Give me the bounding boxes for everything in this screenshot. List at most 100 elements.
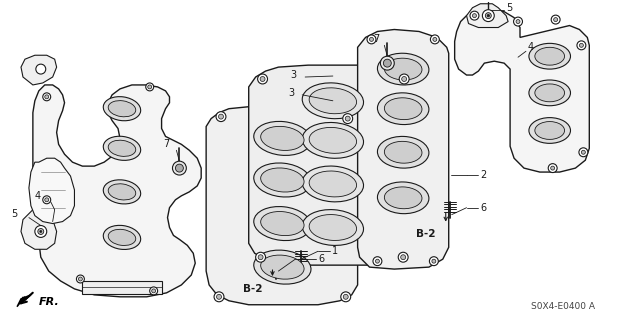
Circle shape [343,294,348,299]
Circle shape [401,255,406,260]
Circle shape [398,252,408,262]
Circle shape [340,292,351,302]
Circle shape [399,74,409,84]
Circle shape [483,10,494,22]
Circle shape [472,14,476,18]
Ellipse shape [385,98,422,120]
Ellipse shape [385,58,422,80]
Circle shape [40,231,42,233]
Text: B-2: B-2 [416,229,436,240]
Ellipse shape [103,136,141,160]
Ellipse shape [260,126,304,151]
Circle shape [146,83,154,91]
Circle shape [343,114,353,123]
Circle shape [45,95,49,99]
Ellipse shape [535,47,564,65]
Ellipse shape [309,171,356,197]
Circle shape [383,59,391,67]
Text: 7: 7 [373,34,380,44]
Ellipse shape [103,97,141,121]
Ellipse shape [302,166,364,202]
Circle shape [45,198,49,202]
Ellipse shape [529,43,570,69]
Circle shape [258,255,263,260]
Circle shape [38,228,44,234]
Ellipse shape [378,182,429,214]
Polygon shape [29,158,74,224]
Text: 6: 6 [318,254,324,264]
Text: 4: 4 [528,42,534,52]
Ellipse shape [108,229,136,246]
Text: B-2: B-2 [243,284,262,294]
Ellipse shape [302,210,364,245]
Ellipse shape [529,118,570,143]
Circle shape [35,226,47,237]
Polygon shape [467,4,508,27]
Circle shape [216,294,221,299]
Ellipse shape [302,122,364,158]
Ellipse shape [535,84,564,102]
Circle shape [487,14,490,17]
Circle shape [150,287,157,295]
Circle shape [218,114,223,119]
Circle shape [79,277,83,281]
Polygon shape [454,10,589,172]
Ellipse shape [309,215,356,241]
Circle shape [579,43,584,47]
Circle shape [433,37,437,41]
Circle shape [43,93,51,101]
Circle shape [579,148,588,157]
Ellipse shape [103,180,141,204]
Polygon shape [358,29,449,269]
Circle shape [376,259,380,263]
Text: 3: 3 [290,70,296,80]
Text: 6: 6 [481,203,486,213]
Polygon shape [33,85,201,297]
Ellipse shape [108,184,136,200]
Ellipse shape [385,141,422,163]
Ellipse shape [529,80,570,106]
Circle shape [516,19,520,24]
Ellipse shape [309,88,356,114]
Ellipse shape [254,122,311,155]
Circle shape [255,252,266,262]
Circle shape [485,13,492,19]
Text: 3: 3 [288,88,294,98]
Circle shape [369,37,374,41]
Ellipse shape [535,122,564,139]
Circle shape [216,112,226,122]
Circle shape [402,77,406,81]
Circle shape [148,85,152,89]
Polygon shape [17,295,31,307]
Text: 4: 4 [35,191,41,201]
Circle shape [172,161,186,175]
Circle shape [345,116,350,121]
Circle shape [548,164,557,173]
Polygon shape [206,107,358,305]
Ellipse shape [108,100,136,117]
Ellipse shape [385,187,422,209]
Circle shape [76,275,84,283]
Circle shape [260,77,265,81]
Circle shape [551,15,560,24]
Text: 5: 5 [11,209,17,219]
Circle shape [373,257,382,266]
Text: 7: 7 [163,139,170,149]
Circle shape [258,74,268,84]
Text: 2: 2 [481,170,486,180]
Ellipse shape [378,137,429,168]
Circle shape [175,164,184,172]
Polygon shape [21,55,56,85]
Text: FR.: FR. [39,297,60,307]
Ellipse shape [254,163,311,197]
Polygon shape [249,65,417,265]
Circle shape [43,196,51,204]
Ellipse shape [302,83,364,119]
Ellipse shape [108,140,136,156]
Circle shape [432,259,436,263]
Circle shape [430,35,439,44]
Ellipse shape [309,127,356,153]
Ellipse shape [254,250,311,284]
Ellipse shape [378,53,429,85]
Ellipse shape [378,93,429,124]
